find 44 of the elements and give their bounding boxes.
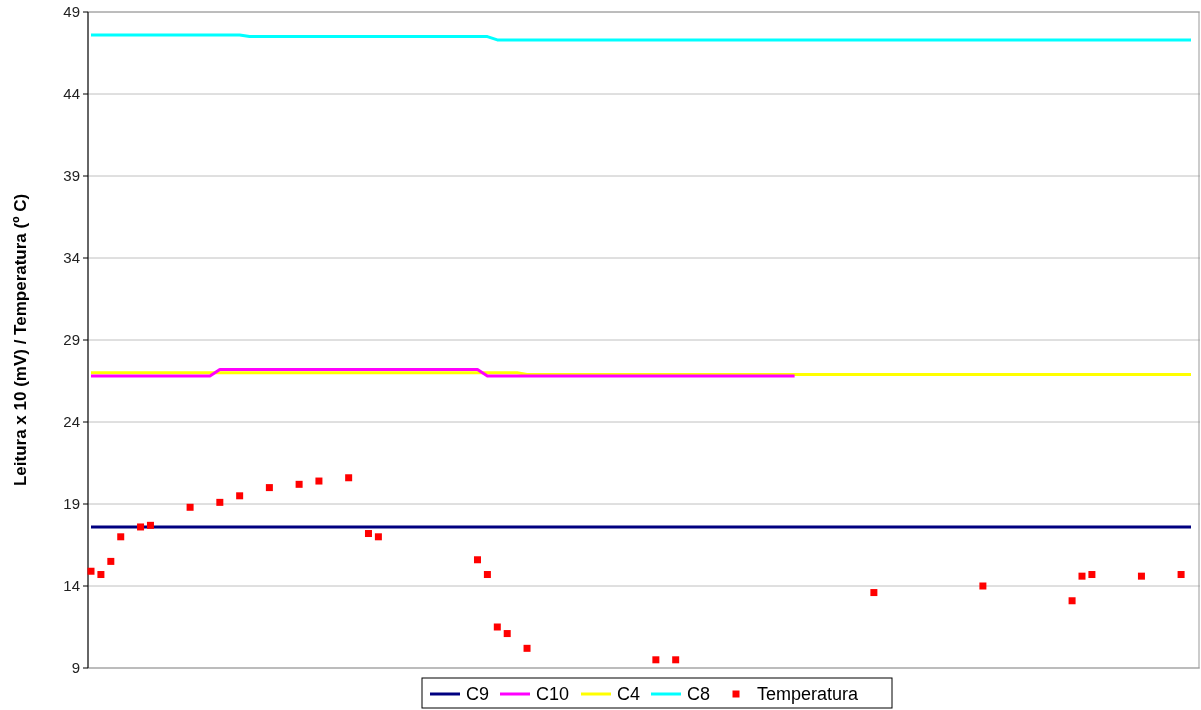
legend-label: C4 bbox=[617, 684, 641, 705]
point bbox=[117, 533, 125, 541]
point bbox=[652, 656, 660, 664]
y-tick-label: 29 bbox=[63, 331, 80, 349]
point bbox=[97, 571, 105, 579]
point bbox=[87, 567, 95, 575]
y-tick-label: 9 bbox=[71, 659, 80, 677]
point bbox=[186, 503, 194, 511]
point bbox=[137, 523, 145, 531]
point bbox=[1137, 572, 1145, 580]
point bbox=[1068, 597, 1076, 605]
point bbox=[345, 474, 353, 482]
point bbox=[493, 623, 501, 631]
y-axis-title: Leitura x 10 (mV) / Temperatura (º C) bbox=[11, 193, 30, 487]
point bbox=[364, 530, 372, 538]
point bbox=[483, 571, 491, 579]
point bbox=[295, 480, 303, 488]
point bbox=[979, 582, 987, 590]
y-tick-label: 39 bbox=[63, 167, 80, 185]
y-tick-label: 34 bbox=[63, 249, 80, 267]
point bbox=[146, 521, 154, 529]
point bbox=[503, 630, 511, 638]
point bbox=[265, 484, 273, 492]
y-tick-label: 14 bbox=[63, 577, 80, 595]
point bbox=[473, 556, 481, 564]
y-tick-label: 44 bbox=[63, 85, 80, 103]
y-tick-label: 49 bbox=[63, 3, 80, 21]
point bbox=[216, 498, 224, 506]
legend-label: Temperatura bbox=[757, 684, 860, 705]
point bbox=[236, 492, 244, 500]
legend-label: C8 bbox=[687, 684, 711, 705]
y-tick-label: 19 bbox=[63, 495, 80, 513]
point bbox=[315, 477, 323, 485]
point bbox=[374, 533, 382, 541]
point bbox=[107, 557, 115, 565]
point bbox=[1088, 571, 1096, 579]
legend-label: C9 bbox=[466, 684, 490, 705]
point bbox=[1078, 572, 1086, 580]
point bbox=[870, 589, 878, 597]
legend-label: C10 bbox=[536, 684, 570, 705]
point bbox=[672, 656, 680, 664]
point bbox=[523, 644, 531, 652]
y-tick-label: 24 bbox=[63, 413, 80, 431]
point bbox=[1177, 571, 1185, 579]
